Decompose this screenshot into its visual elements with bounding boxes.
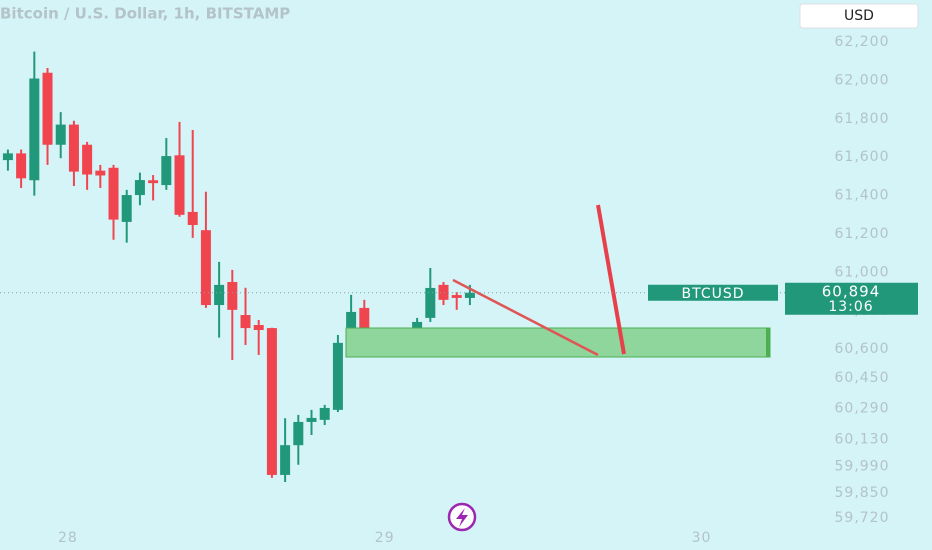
- y-tick-label: 59,990: [835, 458, 890, 474]
- candle-body: [200, 230, 211, 306]
- price-label: 60,894: [822, 282, 881, 300]
- candle-body: [174, 155, 185, 215]
- y-tick-label: 60,450: [835, 370, 890, 386]
- countdown-label: 13:06: [828, 299, 873, 315]
- price-badge: [785, 282, 918, 315]
- currency-label[interactable]: USD: [844, 8, 874, 24]
- candle-body: [148, 180, 159, 184]
- y-tick-label: 59,720: [835, 510, 890, 526]
- y-tick-label: 62,000: [835, 72, 890, 88]
- currency-button[interactable]: [799, 3, 919, 29]
- candle-body: [214, 284, 225, 306]
- y-tick-label: 60,600: [835, 341, 890, 357]
- y-tick-label: 60,290: [835, 401, 890, 417]
- candle-body: [425, 287, 436, 318]
- y-tick-label: 60,130: [835, 431, 890, 447]
- candle-body: [240, 315, 251, 329]
- candle-body: [134, 180, 145, 196]
- candle-body: [121, 195, 132, 222]
- y-tick-label: 61,600: [835, 149, 890, 165]
- candle-body: [253, 325, 264, 330]
- candle-body: [108, 167, 119, 220]
- x-tick-label: 28: [58, 530, 78, 546]
- x-tick-label: 29: [375, 530, 395, 546]
- y-tick-label: 61,000: [835, 264, 890, 280]
- symbol-badge: [648, 284, 778, 301]
- candle-body: [293, 421, 304, 446]
- candle-body: [187, 211, 198, 225]
- candle-body: [438, 284, 449, 300]
- demand-zone: [345, 327, 771, 358]
- candle-body: [464, 292, 475, 298]
- y-tick-label: 62,200: [835, 34, 890, 50]
- candle-body: [55, 124, 66, 145]
- candle-body: [161, 156, 172, 186]
- y-tick-label: 61,200: [835, 226, 890, 242]
- lightning-glyph: [456, 508, 468, 527]
- candle-body: [319, 407, 330, 420]
- candle-body: [332, 342, 343, 410]
- candle-body: [280, 445, 291, 475]
- candle-body: [451, 295, 462, 298]
- arrow-line: [596, 204, 626, 355]
- chart-title: Bitcoin / U.S. Dollar, 1h, BITSTAMP: [0, 5, 290, 23]
- candle-body: [359, 307, 370, 340]
- candle-body: [68, 124, 79, 172]
- candle-body: [16, 153, 27, 179]
- symbol-label: BTCUSD: [681, 286, 744, 302]
- candle-body: [42, 72, 53, 145]
- candle-body: [95, 170, 106, 176]
- candle-body: [227, 282, 238, 310]
- candle-body: [82, 144, 93, 175]
- y-tick-label: 61,800: [835, 111, 890, 127]
- candle-body: [266, 328, 277, 475]
- y-tick-label: 61,400: [835, 188, 890, 204]
- trend-line: [452, 278, 599, 357]
- candle-body: [29, 78, 40, 181]
- zone-edge: [766, 328, 770, 357]
- candle-body: [306, 417, 317, 422]
- x-tick-label: 30: [692, 530, 712, 546]
- candle-body: [346, 311, 357, 343]
- y-tick-label: 59,850: [835, 485, 890, 501]
- candle-body: [2, 153, 13, 161]
